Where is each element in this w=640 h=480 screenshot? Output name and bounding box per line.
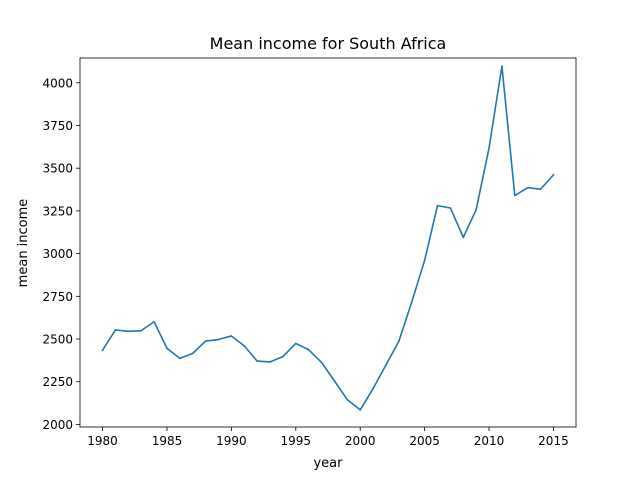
data-point bbox=[153, 320, 155, 323]
data-point bbox=[436, 204, 439, 207]
y-tick-label: 4000 bbox=[42, 76, 73, 90]
data-point bbox=[294, 342, 297, 345]
data-point bbox=[127, 330, 130, 333]
data-point bbox=[179, 357, 181, 360]
data-point bbox=[346, 398, 349, 401]
data-point bbox=[488, 147, 490, 149]
x-axis: 1980 1985 1990 1995 2000 2005 2010 2015 bbox=[87, 427, 569, 448]
x-tick-label: 1985 bbox=[152, 434, 183, 448]
data-point bbox=[217, 338, 220, 341]
data-point bbox=[385, 364, 387, 366]
x-tick-label: 2005 bbox=[409, 434, 440, 448]
plot-area bbox=[79, 57, 577, 428]
data-point bbox=[269, 361, 271, 363]
y-tick-label: 3000 bbox=[42, 247, 73, 261]
data-point bbox=[333, 380, 336, 382]
x-tick-label: 2010 bbox=[474, 434, 505, 448]
x-tick-label: 2000 bbox=[345, 434, 376, 448]
data-point bbox=[462, 236, 465, 239]
data-point bbox=[449, 207, 452, 209]
data-point bbox=[101, 349, 104, 351]
y-tick-label: 2750 bbox=[42, 290, 73, 304]
x-axis-label: year bbox=[313, 456, 343, 471]
x-tick-label: 1990 bbox=[216, 434, 247, 448]
data-point bbox=[410, 301, 413, 303]
series-layer bbox=[101, 65, 555, 411]
data-point bbox=[359, 409, 362, 411]
plot-frame bbox=[79, 57, 577, 428]
data-point bbox=[539, 188, 542, 190]
y-tick-label: 3750 bbox=[42, 119, 73, 133]
y-tick-label: 2000 bbox=[42, 418, 73, 432]
data-point bbox=[423, 259, 426, 262]
y-tick-label: 3250 bbox=[42, 204, 73, 218]
data-point bbox=[243, 345, 246, 347]
data-point bbox=[320, 361, 323, 364]
data-point bbox=[230, 335, 233, 337]
y-tick-label: 2250 bbox=[42, 375, 73, 389]
data-point bbox=[526, 186, 529, 189]
data-point bbox=[166, 347, 168, 350]
data-point bbox=[398, 340, 400, 343]
x-tick-label: 2015 bbox=[538, 434, 569, 448]
data-point bbox=[140, 329, 142, 332]
y-axis: 2000 2250 2500 2750 3000 3250 3500 3750 4000 bbox=[42, 76, 80, 432]
data-point bbox=[501, 65, 503, 67]
x-tick-label: 1980 bbox=[87, 434, 118, 448]
y-tick-label: 3500 bbox=[42, 162, 73, 176]
y-axis-label: mean income bbox=[16, 199, 31, 288]
data-point bbox=[282, 355, 284, 358]
data-point bbox=[204, 340, 207, 342]
data-point bbox=[552, 174, 555, 176]
data-point bbox=[514, 194, 516, 197]
x-tick-label: 1995 bbox=[281, 434, 312, 448]
data-point bbox=[256, 360, 258, 362]
data-point bbox=[191, 352, 194, 355]
data-point bbox=[307, 348, 310, 351]
data-point bbox=[475, 208, 477, 211]
chart-title: Mean income for South Africa bbox=[210, 34, 447, 53]
data-point bbox=[372, 387, 374, 390]
series-line bbox=[101, 65, 555, 411]
data-point bbox=[114, 329, 117, 331]
y-tick-label: 2500 bbox=[42, 333, 73, 347]
